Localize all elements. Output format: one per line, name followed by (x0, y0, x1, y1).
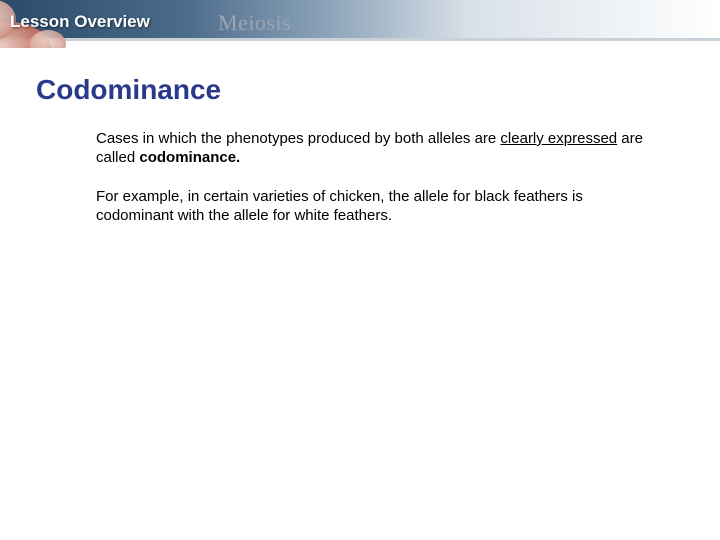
paragraph-1: Cases in which the phenotypes produced b… (96, 130, 656, 168)
topic-label: Meiosis (218, 10, 291, 36)
p1-text-b-underlined: clearly expressed (500, 130, 617, 147)
lesson-overview-label: Lesson Overview (10, 12, 150, 32)
slide-header: Lesson Overview Meiosis (0, 0, 720, 48)
p1-text-a: Cases in which the phenotypes produced b… (96, 130, 500, 147)
p1-text-d-bold: codominance. (139, 149, 240, 166)
slide-title: Codominance (36, 74, 221, 106)
paragraph-2: For example, in certain varieties of chi… (96, 188, 656, 226)
